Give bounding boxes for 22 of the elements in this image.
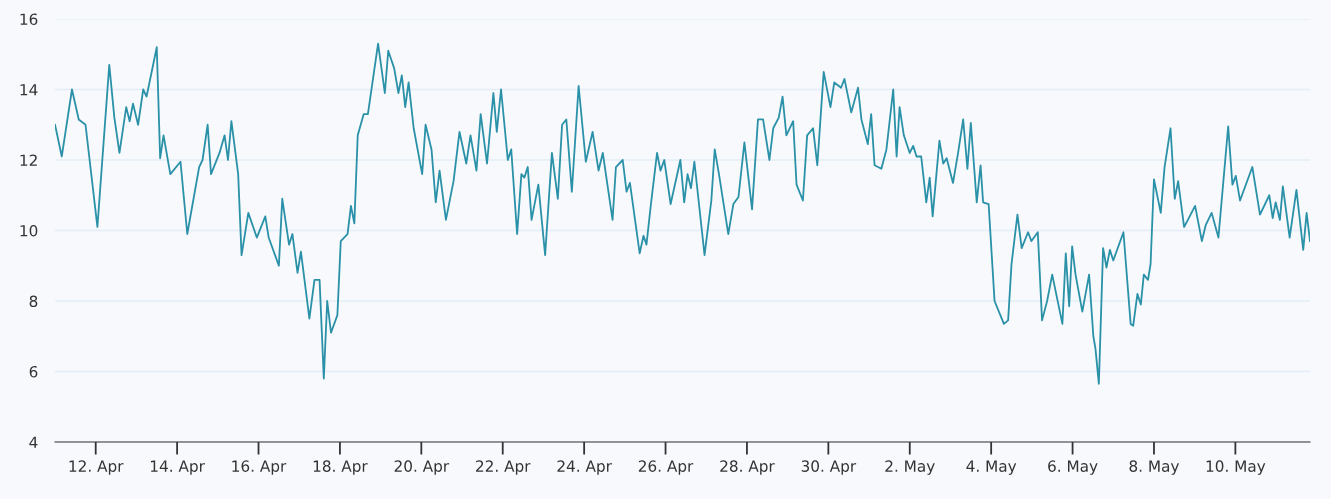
x-tick-label: 26. Apr	[638, 460, 694, 475]
y-tick-label: 6	[29, 365, 38, 378]
y-tick-label: 14	[20, 84, 38, 96]
x-tick-label: 2. May	[885, 460, 935, 475]
x-tick-label: 30. Apr	[801, 460, 857, 475]
x-tick-label: 4. May	[966, 460, 1017, 475]
x-tick-label: 18. Apr	[313, 460, 368, 475]
x-tick-label: 6. May	[1048, 460, 1098, 475]
y-tick-label: 4	[29, 436, 38, 448]
x-tick-label: 20. Apr	[394, 460, 450, 475]
y-tick-label: 10	[20, 224, 38, 237]
y-tick-label: 16	[20, 13, 38, 26]
x-tick-label: 12. Apr	[69, 460, 124, 475]
x-tick-label: 10. May	[1206, 460, 1266, 475]
x-tick-label: 16. Apr	[232, 460, 287, 475]
y-tick-label: 8	[29, 295, 38, 308]
x-tick-label: 14. Apr	[151, 460, 205, 475]
x-tick-label: 8. May	[1129, 460, 1180, 475]
x-tick-label: 24. Apr	[557, 460, 612, 475]
x-tick-label: 28. Apr	[720, 460, 775, 475]
y-tick-label: 12	[20, 154, 37, 166]
x-tick-label: 22. Apr	[476, 460, 531, 475]
